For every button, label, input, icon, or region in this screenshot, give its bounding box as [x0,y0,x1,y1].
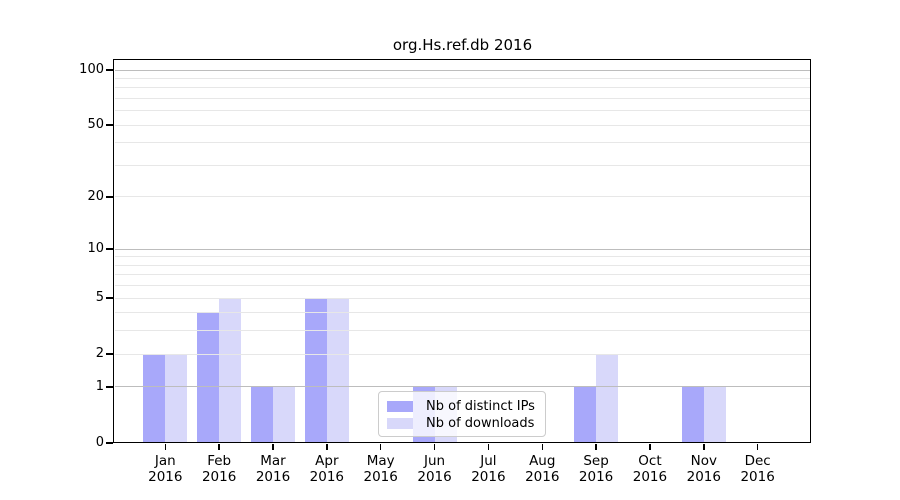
bar-downloads-apr [326,298,349,443]
legend-label-distinct-ips: Nb of distinct IPs [426,399,535,414]
x-axis-tick [595,444,597,450]
bar-downloads-feb [219,298,242,443]
gridline-50 [115,124,810,126]
y-tick-label: 100 [79,62,104,77]
x-tick-year: 2016 [417,469,452,485]
bar-downloads-mar [273,386,295,443]
x-tick-label: Apr 2016 [297,453,357,485]
bar-distinct-ips-feb [197,312,220,443]
x-axis-tick [756,444,759,450]
x-axis-tick [272,444,274,450]
y-tick-label: 0 [95,435,104,450]
gridline-90 [115,77,810,79]
gridline-4 [115,312,810,314]
y-tick-label: 10 [87,241,104,257]
gridline-1 [115,386,810,388]
x-axis-tick [541,444,543,450]
bar-downloads-jan [165,354,188,443]
y-axis-tick [106,353,113,355]
x-tick-year: 2016 [578,469,614,485]
x-tick-label: Jun 2016 [405,453,465,485]
y-tick-label: 20 [87,188,104,204]
gridline-3 [115,330,810,332]
bar-distinct-ips-nov [681,386,704,443]
gridline-8 [115,264,810,266]
x-tick-label: Jul 2016 [458,453,518,485]
x-tick-year: 2016 [309,469,345,485]
legend-row: Nb of downloads [387,415,537,432]
x-tick-year: 2016 [363,469,398,485]
x-tick-year: 2016 [148,469,183,485]
gridline-20 [115,196,810,198]
x-tick-year: 2016 [255,469,291,485]
y-axis-tick [106,196,113,198]
x-axis-tick [218,444,220,450]
gridline-7 [115,274,810,276]
gridline-5 [115,297,810,299]
x-tick-label: Nov 2016 [674,453,734,485]
gridline-80 [115,87,810,89]
x-tick-year: 2016 [632,469,668,485]
gridline-30 [115,164,810,166]
y-axis-tick [106,297,113,299]
y-tick-label: 1 [95,378,104,394]
x-axis-tick [379,444,382,450]
x-tick-label: Sep 2016 [566,453,626,485]
legend-row: Nb of distinct IPs [387,398,537,415]
x-axis-tick [487,444,490,450]
bar-downloads-sep [596,354,619,443]
bar-distinct-ips-mar [251,386,273,443]
x-tick-year: 2016 [525,469,560,485]
x-axis-tick [433,444,436,450]
x-axis-tick [649,444,651,450]
legend-label-downloads: Nb of downloads [426,416,535,431]
bar-distinct-ips-sep [574,386,597,443]
y-axis-tick [106,124,113,126]
gridline-6 [115,285,810,287]
y-tick-label: 50 [87,117,104,133]
x-axis-tick [164,444,167,450]
x-tick-label: Aug 2016 [512,453,572,485]
x-tick-year: 2016 [686,469,721,485]
x-tick-year: 2016 [740,469,775,485]
x-axis-tick [703,444,705,450]
y-tick-label: 2 [95,346,104,362]
y-axis-tick [106,442,113,444]
legend-swatch-distinct-ips [387,401,413,412]
x-tick-label: Mar 2016 [243,453,303,485]
gridline-60 [115,110,810,112]
x-tick-year: 2016 [201,469,237,485]
gridline-10 [115,248,810,250]
legend-swatch-downloads [387,418,413,429]
bar-distinct-ips-jan [143,354,166,443]
x-tick-label: Jan 2016 [135,453,195,485]
y-axis-tick [106,386,113,388]
y-axis-tick [106,248,113,250]
gridline-9 [115,256,810,258]
y-axis-tick [106,69,113,71]
bar-distinct-ips-apr [304,298,327,443]
x-tick-label: Oct 2016 [620,453,680,485]
gridline-2 [115,353,810,355]
x-axis-tick [326,444,328,450]
x-tick-year: 2016 [471,469,506,485]
x-tick-label: Dec 2016 [728,453,788,485]
gridline-70 [115,97,810,99]
legend: Nb of distinct IPs Nb of downloads [378,391,546,437]
gridline-40 [115,142,810,144]
chart-title: org.Hs.ref.db 2016 [392,36,533,54]
y-tick-label: 5 [95,290,104,306]
bar-downloads-nov [703,386,726,443]
x-tick-label: Feb 2016 [189,453,249,485]
gridline-100 [115,69,810,71]
x-tick-label: May 2016 [351,453,411,485]
